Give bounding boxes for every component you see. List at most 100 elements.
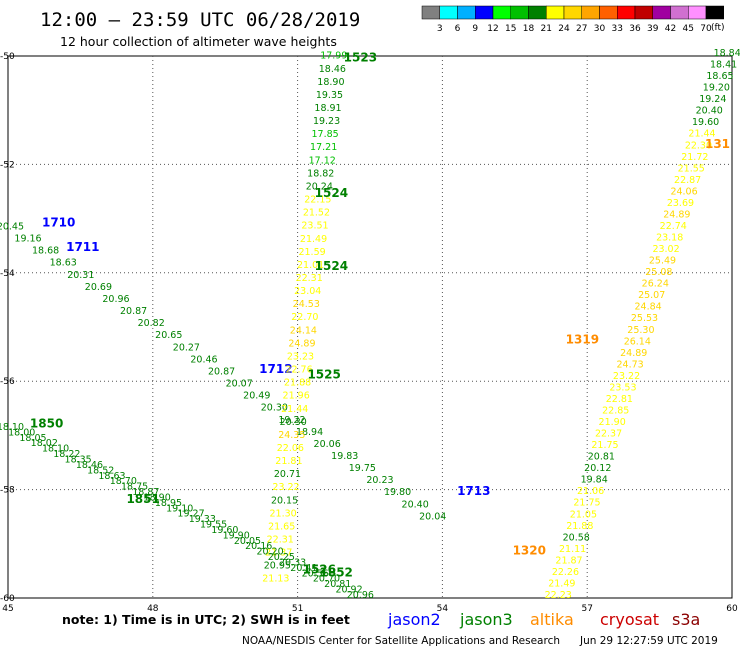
wave-height-value: 21.87 <box>555 555 582 566</box>
wave-height-value: 18.41 <box>710 60 737 71</box>
wave-height-value: 23.04 <box>294 286 321 297</box>
wave-height-value: 23.22 <box>613 371 640 382</box>
wave-height-value: 19.90 <box>223 530 250 541</box>
wave-height-value: 20.58 <box>563 532 590 543</box>
wave-height-value: 23.02 <box>652 244 679 255</box>
wave-height-value: 22.37 <box>595 429 622 440</box>
wave-height-value: 23.23 <box>287 351 314 362</box>
color-scale-label: 3 <box>437 24 443 34</box>
wave-height-value: 21.49 <box>300 234 327 245</box>
color-swatch <box>634 5 653 20</box>
wave-height-value: 20.24 <box>306 181 333 192</box>
pass-time-label: 1524 <box>315 259 348 273</box>
color-swatch <box>581 5 600 20</box>
wave-height-value: 18.75 <box>121 482 148 493</box>
legend-jason3: jason3 <box>459 610 513 629</box>
pass-time-label: 1319 <box>566 332 599 346</box>
track-jason3: 18.1018.0018.0518.0218.1018.2218.3518.46… <box>0 416 374 601</box>
wave-height-value: 20.49 <box>243 391 270 402</box>
color-swatch <box>510 5 529 20</box>
y-tick-label: -60 <box>0 594 15 604</box>
wave-height-value: 25.07 <box>638 290 665 301</box>
wave-height-value: 18.84 <box>714 48 740 59</box>
wave-height-value: 21.01 <box>297 260 324 271</box>
wave-height-value: 18.46 <box>319 64 346 75</box>
wave-height-value: 20.69 <box>85 282 112 293</box>
wave-height-value: 19.24 <box>699 94 726 105</box>
wave-height-value: 20.95 <box>264 561 291 572</box>
wave-height-value: 21.44 <box>281 404 308 415</box>
wave-height-value: 20.31 <box>67 270 94 281</box>
x-tick-label: 60 <box>726 604 738 614</box>
wave-height-value: 21.72 <box>681 152 708 163</box>
wave-height-value: 21.06 <box>577 486 604 497</box>
wave-height-value: 24.73 <box>617 359 644 370</box>
wave-height-value: 22.85 <box>602 405 629 416</box>
wave-height-value: 21.81 <box>275 456 302 467</box>
wave-height-value: 25.49 <box>649 256 676 267</box>
pass-time-label: 131 <box>705 137 730 151</box>
legend-altika: altika <box>530 610 574 629</box>
wave-height-value: 22.87 <box>674 175 701 186</box>
wave-height-value: 20.23 <box>366 475 393 486</box>
color-scale-label: 36 <box>629 24 641 34</box>
wave-height-value: 20.40 <box>402 499 429 510</box>
pass-time-label: 1712 <box>259 362 292 376</box>
wave-height-value: 24.06 <box>670 186 697 197</box>
wave-height-value: 18.87 <box>132 487 159 498</box>
wave-height-value: 19.55 <box>200 520 227 531</box>
wave-height-value: 20.92 <box>335 585 362 596</box>
wave-height-value: 24.14 <box>290 325 317 336</box>
wave-height-value: 20.65 <box>155 330 182 341</box>
pass-time-label: 1851 <box>126 492 159 506</box>
wave-height-value: 19.20 <box>703 83 730 94</box>
wave-height-value: 19.75 <box>349 463 376 474</box>
wave-height-value: 18.02 <box>31 438 58 449</box>
wave-height-value: 19.10 <box>166 503 193 514</box>
wave-height-value: 20.16 <box>245 541 272 552</box>
wave-height-value: 25.53 <box>631 313 658 324</box>
pass-time-label: 1850 <box>30 416 63 430</box>
wave-height-value: 20.04 <box>419 511 446 522</box>
wave-height-value: 22.26 <box>552 567 579 578</box>
wave-height-value: 21.13 <box>262 574 289 585</box>
wave-height-value: 21.30 <box>270 508 297 519</box>
wave-height-value: 18.00 <box>8 427 35 438</box>
wave-height-value: 21.55 <box>678 163 705 174</box>
color-scale-label: 15 <box>505 24 516 34</box>
wave-height-value: 17.99 <box>320 51 347 62</box>
wave-height-value: 24.89 <box>288 338 315 349</box>
color-swatch <box>528 5 547 20</box>
color-swatch <box>617 5 636 20</box>
wave-height-value: 20.96 <box>102 294 129 305</box>
footer-note: note: 1) Time is in UTC; 2) SWH is in fe… <box>62 612 350 627</box>
color-scale-bar: 3 6 9 12 15 18 21 24 27 30 33 36 39 42 45 70 <box>421 5 724 34</box>
y-tick-label: -52 <box>0 160 15 170</box>
wave-height-value: 19.83 <box>331 451 358 462</box>
color-scale-label: 42 <box>665 24 676 34</box>
wave-height-value: 21.52 <box>303 208 330 219</box>
wave-height-value: 21.49 <box>548 578 575 589</box>
wave-height-value: 20.46 <box>190 354 217 365</box>
chart-subtitle: 12 hour collection of altimeter wave hei… <box>60 34 337 49</box>
wave-height-value: 21.88 <box>284 378 311 389</box>
wave-height-value: 21.05 <box>570 509 597 520</box>
color-swatch <box>705 5 724 20</box>
color-swatch <box>546 5 565 20</box>
track-altika: 18.8418.4118.6519.2019.2420.4019.6021.44… <box>513 48 740 601</box>
color-swatch <box>670 5 689 20</box>
color-scale-label: 70 <box>700 24 712 34</box>
pass-time-label: 1852 <box>320 565 353 579</box>
wave-height-value: 20.45 <box>0 221 24 232</box>
wave-height-value: 20.12 <box>584 463 611 474</box>
wave-height-value: 18.63 <box>50 258 77 269</box>
color-swatch <box>688 5 707 20</box>
wave-height-value: 21.44 <box>688 129 715 140</box>
wave-height-value: 21.59 <box>298 247 325 258</box>
wave-height-value: 23.69 <box>667 198 694 209</box>
wave-height-value: 24.84 <box>634 302 661 313</box>
track-jason2: 20.4519.1618.6818.6320.3120.6920.9620.87… <box>0 216 490 523</box>
axis-ticks: 45 48 51 54 57 60 -50 -52 -54 -56 -58 -60 <box>0 52 738 614</box>
wave-height-value: 22.31 <box>296 273 323 284</box>
wave-height-value: 22.31 <box>267 535 294 546</box>
